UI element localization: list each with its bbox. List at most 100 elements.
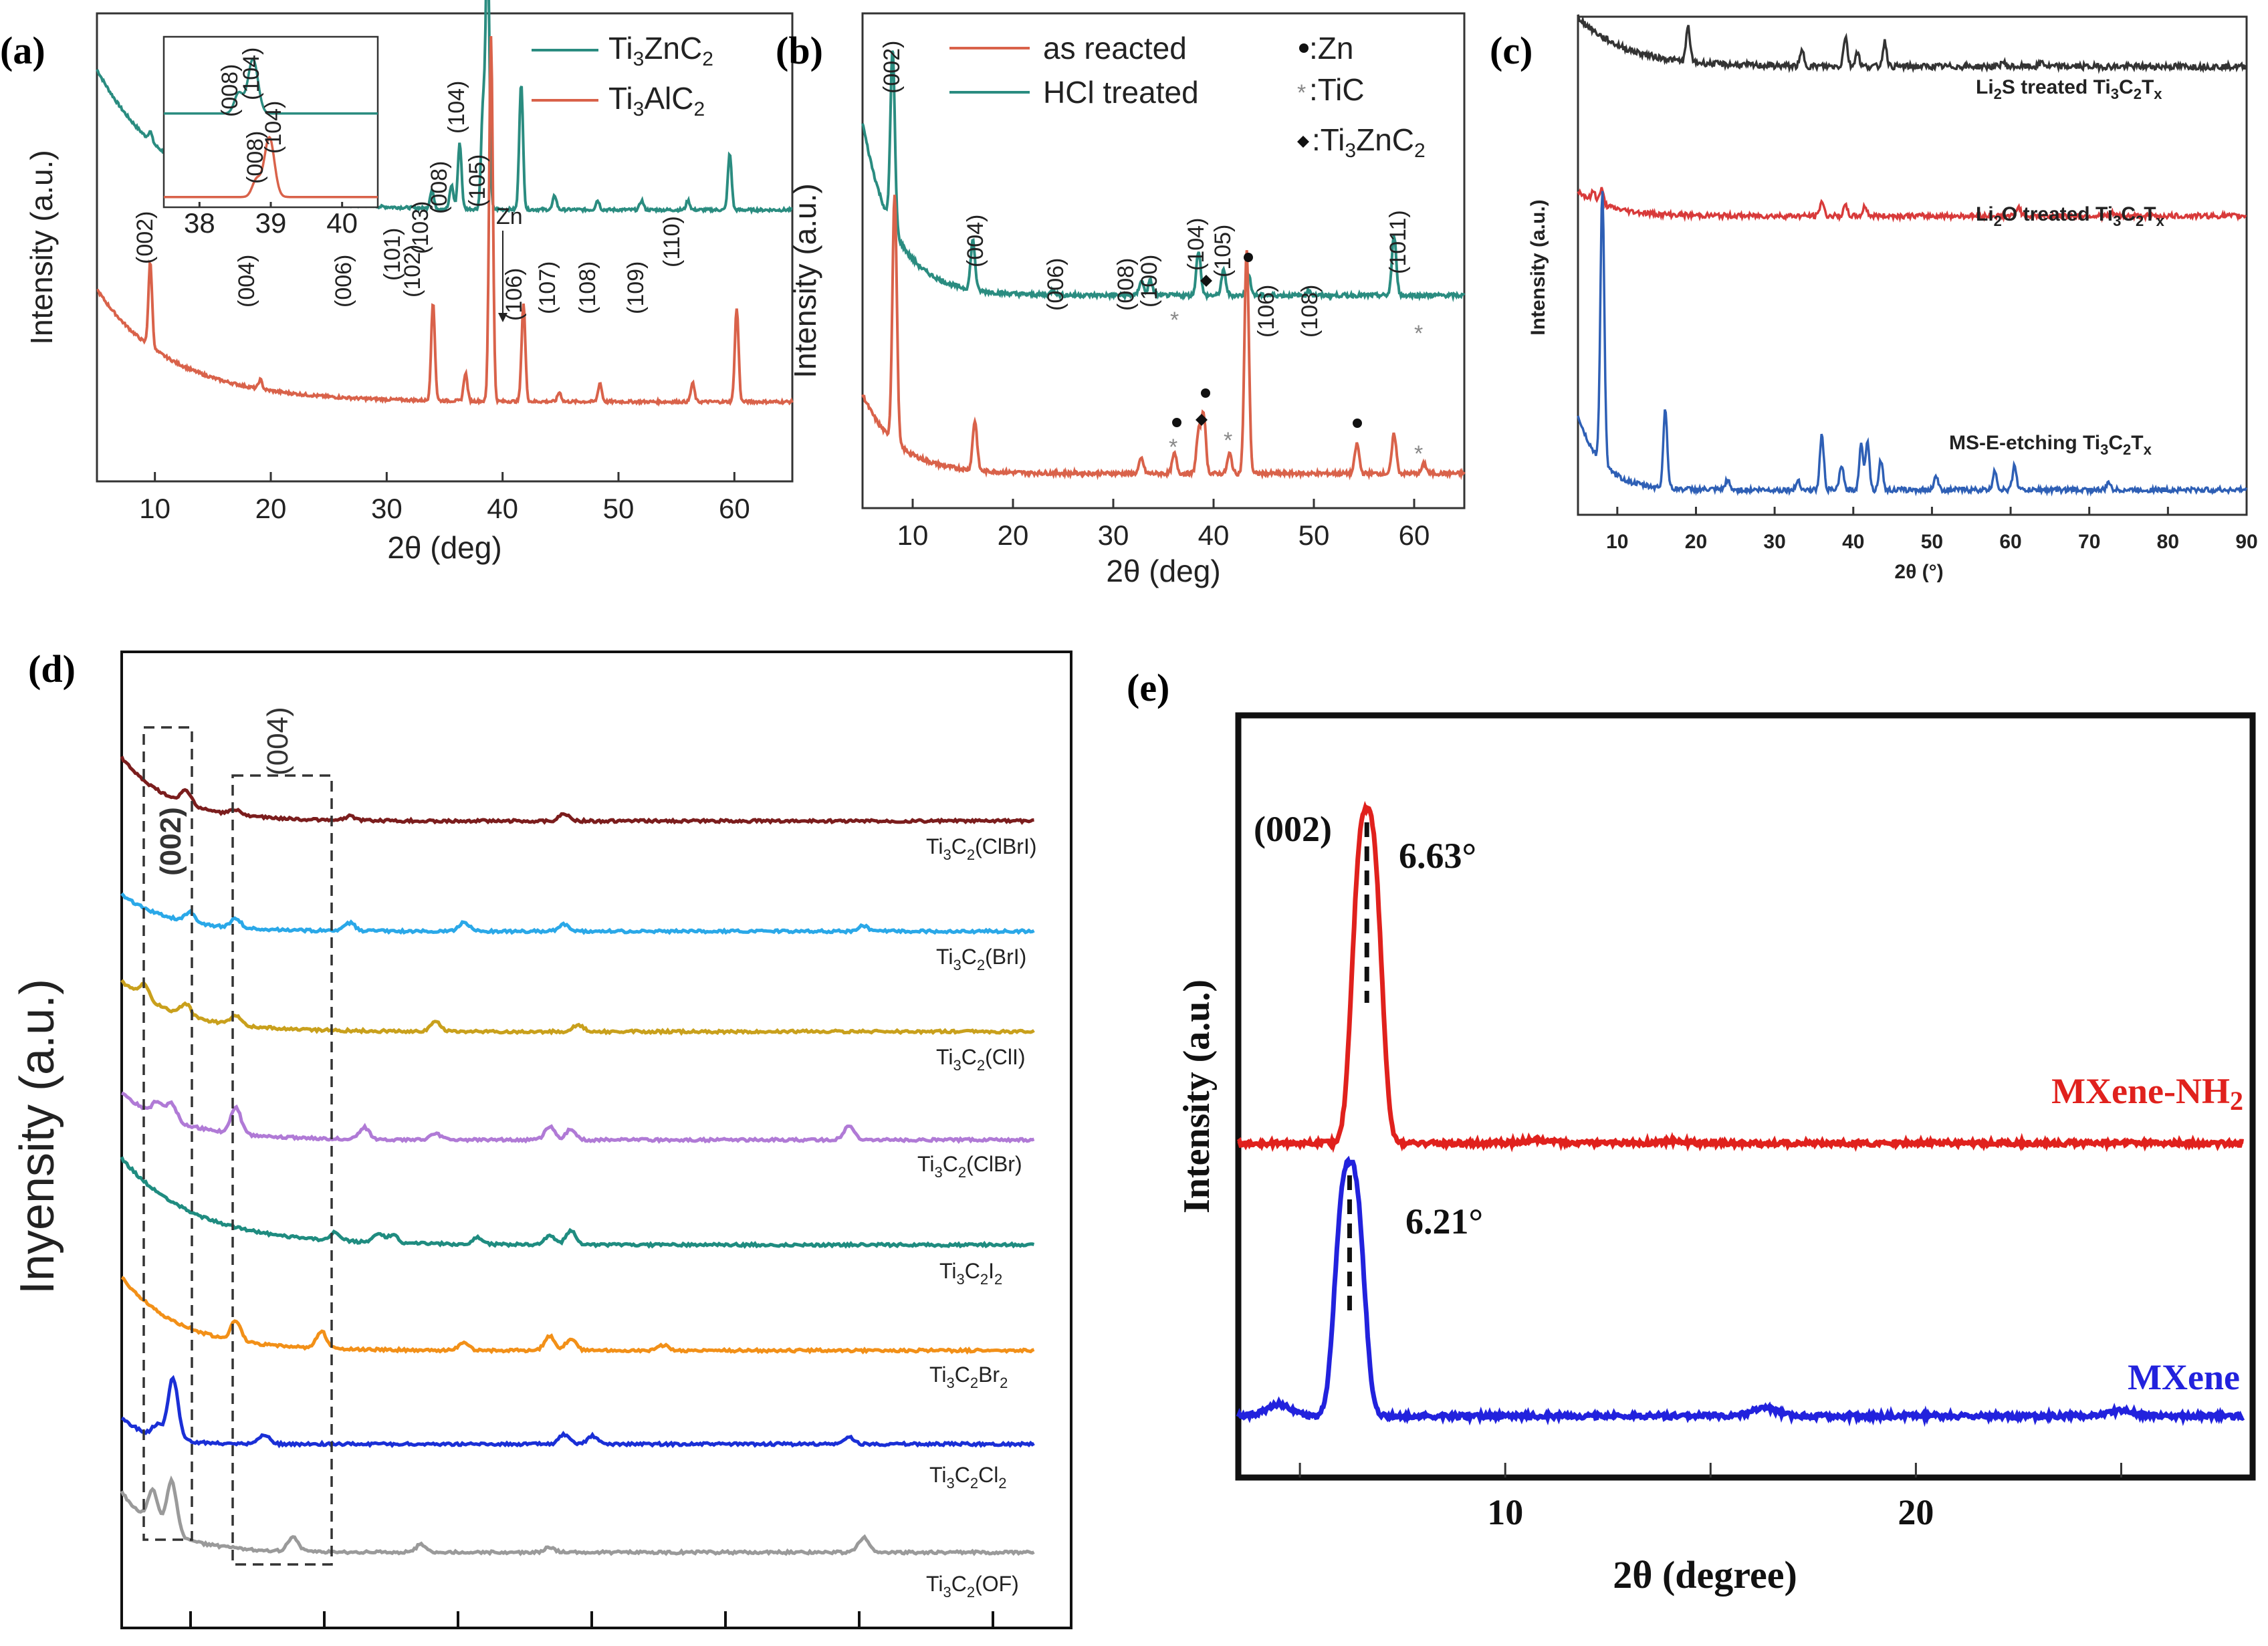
panel-d: (d) Inyensity (a.u.) (002) (004) Ti3C2(C… bbox=[11, 647, 1072, 1629]
panel-e: (e) 10 20 2θ (degree) Intensity (a.u.) (0… bbox=[1127, 666, 2256, 1597]
peak-label: (008) bbox=[1113, 258, 1139, 311]
series-ti3c2br2 bbox=[120, 1276, 1035, 1355]
tic-marker: * bbox=[1224, 428, 1232, 453]
curve-label-li2s: Li2S treated Ti3C2Tx bbox=[1976, 76, 2162, 102]
x-tick-label: 30 bbox=[1763, 531, 1785, 553]
x-tick-label: 60 bbox=[1399, 519, 1430, 551]
inset-a: 38 39 40 (008) (104) (008) (104) bbox=[162, 35, 379, 239]
inset-frame bbox=[162, 35, 379, 209]
zn-marker bbox=[1353, 419, 1362, 428]
peak-label: (103) bbox=[408, 201, 433, 254]
x-tick-label: 10 bbox=[1487, 1492, 1523, 1532]
x-tick-label: 20 bbox=[998, 519, 1029, 551]
zn-legend-marker bbox=[1299, 43, 1309, 53]
x-tick-label: 10 bbox=[1606, 531, 1628, 553]
x-tick-label: 40 bbox=[1842, 531, 1864, 553]
panel-c: (c) 10 20 30 40 50 60 70 80 90 2θ (°) Intensity … bbox=[1490, 14, 2258, 583]
curve-label: Ti3C2(OF) bbox=[926, 1572, 1019, 1601]
inset-peak-label: (008) bbox=[243, 131, 268, 184]
series-as-reacted bbox=[861, 195, 1466, 481]
x-tick-label: 40 bbox=[326, 207, 358, 239]
x-tick-label: 70 bbox=[2078, 531, 2100, 553]
peak-label: (004) bbox=[234, 255, 259, 308]
zn-marker bbox=[1172, 418, 1181, 427]
x-axis-label-e: 2θ (degree) bbox=[1613, 1553, 1797, 1597]
inset-series-ti3znc2 bbox=[164, 57, 378, 115]
zn-marker bbox=[1244, 253, 1253, 262]
legend-label-as-reacted: as reacted bbox=[1043, 31, 1187, 66]
x-tick-label: 20 bbox=[255, 493, 287, 524]
x-ticks-b: 10 20 30 40 50 60 bbox=[897, 499, 1430, 551]
x-ticks-c: 10 20 30 40 50 60 70 80 90 bbox=[1606, 507, 2258, 553]
plot-frame-e bbox=[1235, 712, 2256, 1481]
peak-label-002: (002) bbox=[1254, 809, 1332, 849]
tic-marker: * bbox=[1414, 441, 1423, 467]
series-mxene bbox=[1236, 1155, 2245, 1427]
inset-peak-label: (104) bbox=[239, 47, 264, 100]
curve-label: Ti3C2(ClBrI) bbox=[926, 834, 1037, 863]
peak-label: (106) bbox=[501, 268, 527, 321]
x-tick-label: 10 bbox=[139, 493, 171, 524]
peak-labels-b: (002) (004) (006) (008) (100) (104) (105… bbox=[879, 41, 1411, 338]
peak-label: (1011) bbox=[1385, 210, 1411, 274]
y-axis-label-c: Intensity (a.u.) bbox=[1527, 199, 1549, 335]
series-ti3c2-clbr bbox=[121, 1091, 1035, 1145]
curve-label: Ti3C2Br2 bbox=[929, 1363, 1008, 1391]
x-tick-label: 60 bbox=[719, 493, 750, 524]
peak-label: (108) bbox=[1297, 285, 1323, 338]
box-002 bbox=[142, 726, 193, 1541]
peak-label: (002) bbox=[132, 211, 158, 264]
peak-value-mxene-nh2: 6.63° bbox=[1399, 836, 1476, 876]
peak-label: (104) bbox=[1183, 218, 1209, 271]
peak-label: (105) bbox=[1210, 225, 1236, 277]
inset-peak-label: (104) bbox=[261, 101, 286, 154]
panel-label-a: (a) bbox=[0, 29, 45, 72]
curve-label: Ti3C2Cl2 bbox=[929, 1463, 1007, 1492]
series-hcl-treated bbox=[861, 50, 1466, 303]
x-axis-label-c: 2θ (°) bbox=[1894, 561, 1943, 583]
x-tick-label: 38 bbox=[184, 207, 215, 239]
x-tick-label: 20 bbox=[1898, 1492, 1934, 1532]
plot-frame-a bbox=[96, 12, 794, 483]
peak-label: (102) bbox=[400, 245, 425, 298]
legend-label-ti3znc2: Ti3ZnC2 bbox=[608, 31, 713, 70]
tic-marker: * bbox=[1414, 321, 1423, 346]
curve-label: Ti3C2(ClI) bbox=[936, 1045, 1026, 1074]
peak-label: (002) bbox=[879, 41, 905, 94]
ti3znc2-marker bbox=[1200, 275, 1212, 287]
x-tick-label: 39 bbox=[255, 207, 287, 239]
x-tick-label: 80 bbox=[2157, 531, 2179, 553]
series-mxene-nh2 bbox=[1236, 801, 2245, 1153]
y-axis-label-b: Intensity (a.u.) bbox=[788, 183, 822, 378]
tic-legend-label: :TiC bbox=[1309, 72, 1365, 107]
peak-label: (105) bbox=[465, 154, 490, 207]
legend-b: as reacted HCl treated :Zn * :TiC :Ti3Zn… bbox=[949, 31, 1426, 162]
peak-label: (004) bbox=[963, 215, 988, 267]
peak-label: (110) bbox=[659, 216, 685, 267]
series-li2o-treated bbox=[1577, 187, 2247, 223]
x-axis-label-a: 2θ (deg) bbox=[387, 530, 501, 565]
x-tick-label: 60 bbox=[1999, 531, 2021, 553]
series-ms-e-etching bbox=[1577, 191, 2248, 497]
panel-label-d: (d) bbox=[28, 647, 76, 691]
series-li2s-treated bbox=[1577, 14, 2248, 74]
y-axis-label-a: Intensity (a.u.) bbox=[24, 150, 59, 344]
inset-x-ticks: 38 39 40 bbox=[184, 202, 358, 239]
peak-label: (108) bbox=[575, 261, 600, 314]
peak-label: (109) bbox=[623, 261, 649, 314]
ti3znc2-marker bbox=[1196, 414, 1208, 426]
inset-series-ti3alc2 bbox=[164, 135, 378, 199]
x-tick-label: 50 bbox=[1921, 531, 1943, 553]
series-ti3c2-of bbox=[120, 1475, 1035, 1556]
curve-label: Ti3C2(BrI) bbox=[936, 945, 1026, 973]
zn-legend-label: :Zn bbox=[1309, 31, 1353, 66]
peak-label: (104) bbox=[444, 81, 469, 134]
curve-label-li2o: Li2O treated Ti3C2Tx bbox=[1976, 203, 2165, 229]
ti3znc2-legend-label: :Ti3ZnC2 bbox=[1312, 122, 1426, 162]
panel-label-b: (b) bbox=[776, 29, 823, 72]
zn-arrowhead bbox=[498, 313, 507, 322]
x-tick-label: 30 bbox=[371, 493, 403, 524]
x-tick-label: 20 bbox=[1685, 531, 1707, 553]
y-axis-label-d: Inyensity (a.u.) bbox=[11, 979, 64, 1294]
